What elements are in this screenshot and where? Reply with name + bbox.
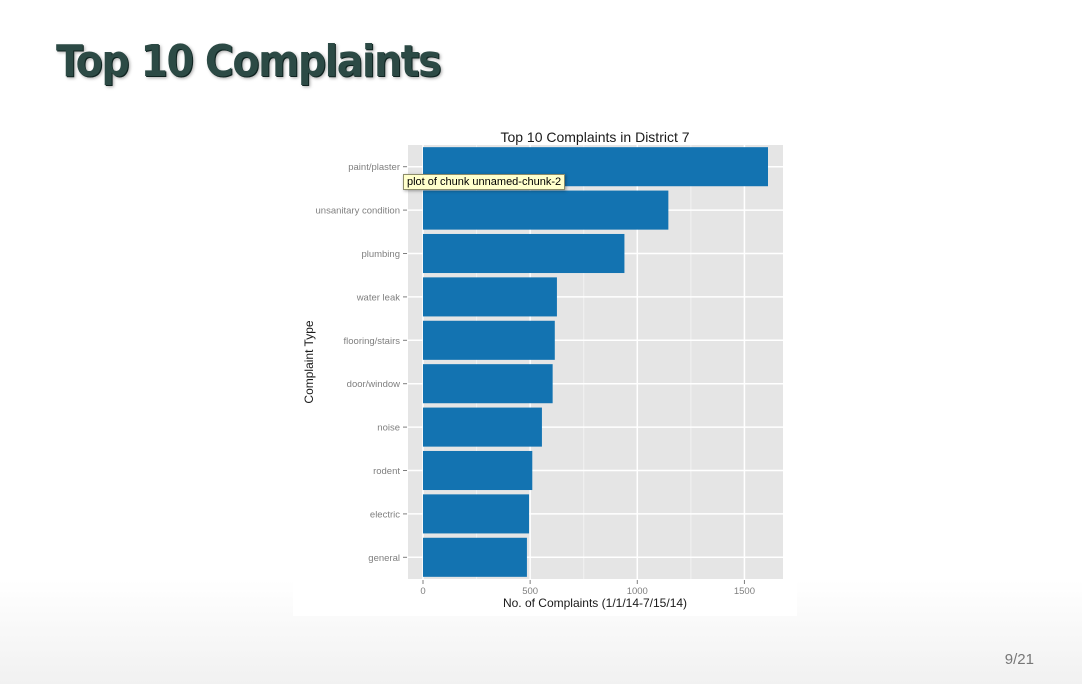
x-tick-label: 1000: [627, 586, 648, 597]
bar: [423, 320, 555, 360]
y-tick-label: unsanitary condition: [316, 206, 401, 217]
y-tick-label: door/window: [347, 379, 400, 390]
y-tick-label: paint/plaster: [348, 162, 400, 173]
bar: [423, 494, 530, 534]
y-tick-label: noise: [377, 423, 400, 434]
y-tick-label: general: [368, 553, 400, 564]
y-axis-title: Complaint Type: [302, 320, 316, 403]
y-tick-label: water leak: [356, 292, 401, 303]
bar: [423, 407, 542, 447]
bar: [423, 537, 527, 577]
x-axis-title: No. of Complaints (1/1/14-7/15/14): [503, 596, 687, 610]
slide-title: Top 10 Complaints: [56, 36, 442, 87]
y-axis-tick-labels: paint/plaster unsanitary condition plumbin…: [316, 162, 407, 564]
tooltip: plot of chunk unnamed-chunk-2: [403, 174, 566, 190]
x-axis-tick-labels: 0 500 1000 1500: [420, 580, 755, 597]
x-tick-label: 1500: [734, 586, 755, 597]
page-number: 9/21: [1004, 651, 1034, 668]
chart-title: Top 10 Complaints in District 7: [500, 129, 689, 145]
x-tick-label: 0: [420, 586, 425, 597]
bar: [423, 277, 557, 317]
bar-chart: Top 10 Complaints in District 7 paint/pl…: [302, 129, 783, 610]
y-tick-label: electric: [370, 509, 400, 520]
bar: [423, 190, 669, 230]
y-tick-label: flooring/stairs: [344, 336, 401, 347]
bar: [423, 233, 625, 274]
chart-figure: Top 10 Complaints in District 7 paint/pl…: [293, 118, 797, 616]
x-tick-label: 500: [522, 586, 538, 597]
y-tick-label: plumbing: [361, 249, 400, 260]
bar: [423, 450, 533, 491]
bar: [423, 364, 553, 404]
y-tick-label: rodent: [373, 466, 400, 477]
bars: [423, 147, 768, 577]
